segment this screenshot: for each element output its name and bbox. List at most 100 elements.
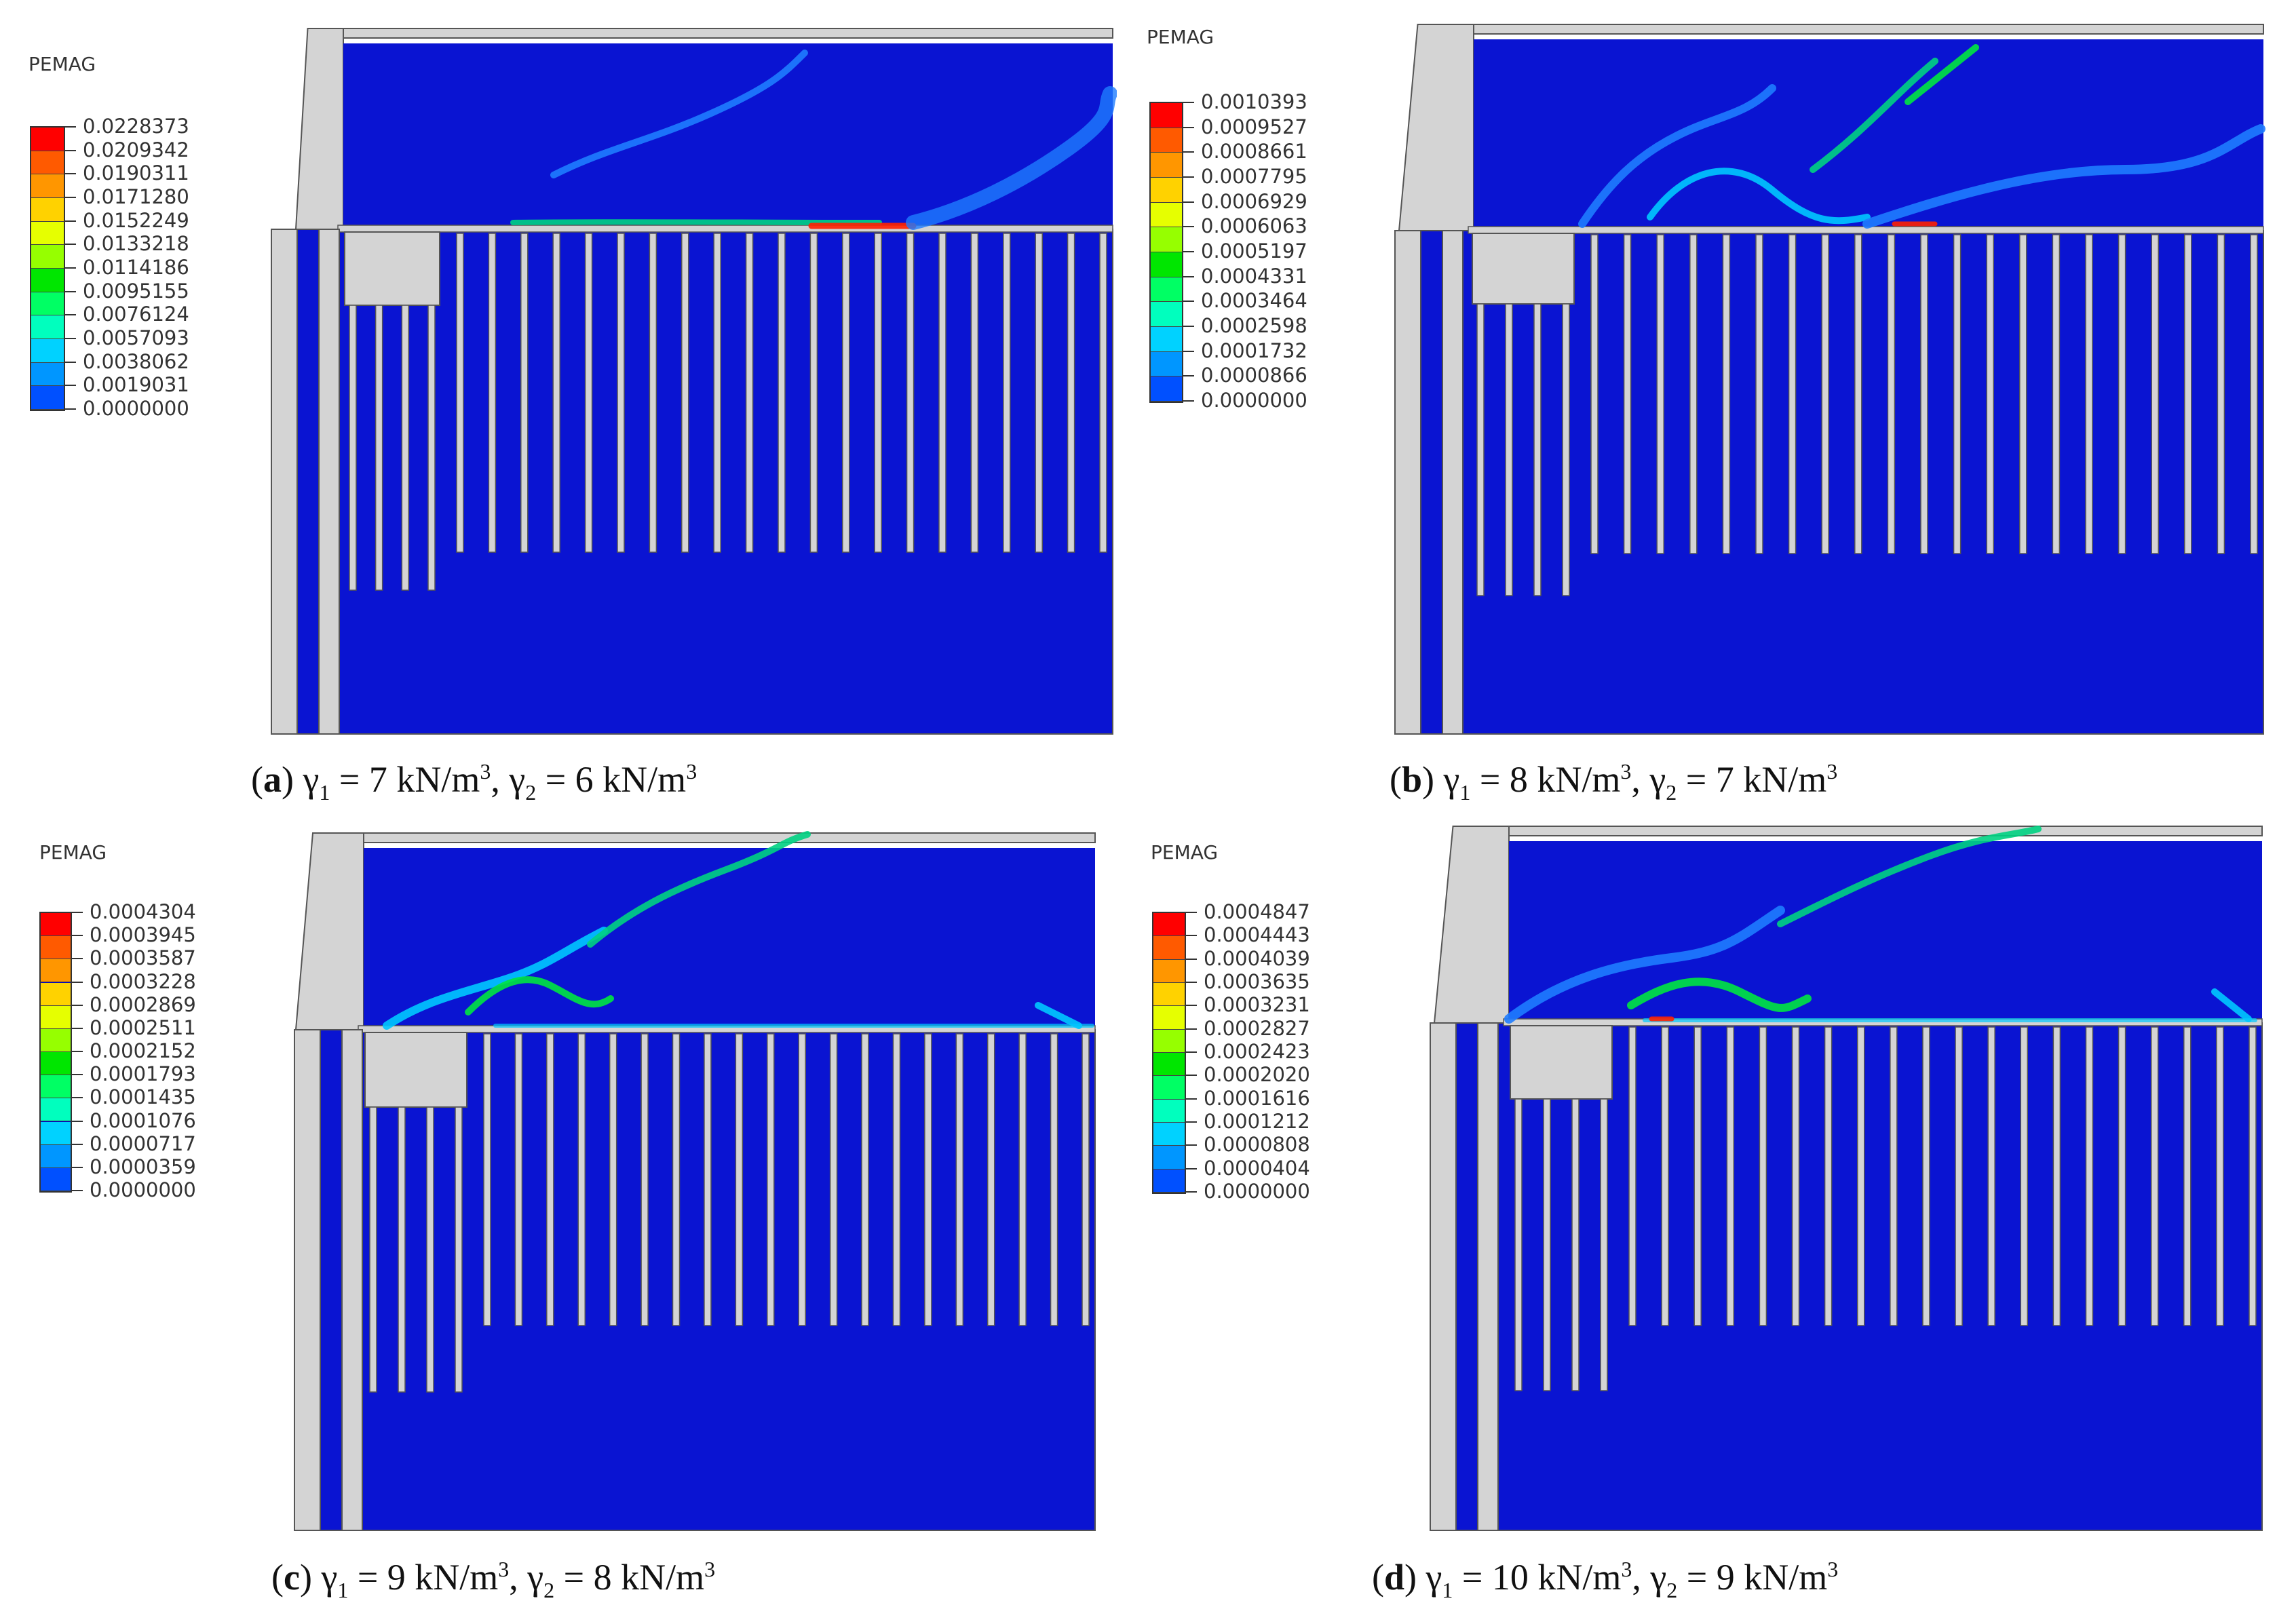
legend-tick (1182, 226, 1194, 228)
legend-value: 0.0004039 (1204, 946, 1310, 970)
pile-cap (344, 231, 440, 306)
legend-band (1153, 913, 1185, 937)
legend-band (31, 292, 64, 316)
legend-value: 0.0002511 (90, 1016, 196, 1039)
legend-tick (64, 173, 76, 175)
legend-tick (1185, 912, 1197, 913)
pile (2184, 234, 2192, 554)
legend-title-d: PEMAG (1151, 841, 1219, 864)
ground-slab (337, 225, 1113, 233)
legend-band (31, 315, 64, 339)
cap-pile (1514, 1098, 1523, 1391)
pile (1824, 1026, 1833, 1326)
legend-value: 0.0002869 (90, 992, 196, 1016)
legend-value: 0.0010393 (1201, 90, 1307, 113)
pile (970, 233, 979, 553)
legend-band (1153, 1146, 1185, 1169)
legend-tick (64, 408, 76, 410)
legend-colorbar-b (1149, 102, 1183, 403)
pile (2052, 1026, 2061, 1326)
legend-tick (1185, 982, 1197, 983)
pile (2151, 234, 2159, 554)
pile (987, 1033, 995, 1326)
legend-tick (1185, 1075, 1197, 1077)
legend-tick (1185, 1028, 1197, 1030)
legend-title-c: PEMAG (39, 841, 107, 864)
legend-tick (71, 935, 83, 937)
pile (1050, 1033, 1058, 1326)
pile (1722, 234, 1731, 554)
legend-band (41, 1052, 71, 1076)
legend-band (31, 151, 64, 175)
fem-model-a (271, 28, 1117, 735)
legend-band (41, 1167, 71, 1191)
legend-value: 0.0000866 (1201, 364, 1307, 387)
wall-pile (1477, 1022, 1499, 1531)
legend-tick (71, 981, 83, 983)
pile (798, 1033, 806, 1326)
cap-pile (1571, 1098, 1580, 1391)
pile (1590, 234, 1599, 554)
pile (483, 1033, 491, 1326)
legend-tick (1182, 176, 1194, 178)
pile (2118, 234, 2126, 554)
legend-band (1151, 277, 1182, 303)
legend-value: 0.0001732 (1201, 339, 1307, 362)
pile (456, 233, 464, 553)
legend-tick (71, 1027, 83, 1029)
pile (809, 233, 818, 553)
legend-tick (64, 290, 76, 292)
pile (2183, 1026, 2192, 1326)
cap-pile (455, 1106, 463, 1393)
plastic-zone (1647, 168, 1871, 225)
retaining-wall (294, 832, 364, 1030)
legend-band (41, 959, 71, 983)
pile (2118, 1026, 2126, 1326)
cap-pile (375, 305, 383, 591)
pile (1628, 1026, 1637, 1326)
legend-tick (64, 197, 76, 198)
legend-tick (1182, 375, 1194, 377)
fem-model-d (1430, 826, 2263, 1531)
legend-title-b: PEMAG (1147, 26, 1214, 48)
legend-band (41, 1028, 71, 1052)
pile (1726, 1026, 1735, 1326)
legend-tick (71, 958, 83, 960)
plastic-zone (1810, 58, 1938, 173)
cap-pile (1476, 303, 1485, 596)
fem-model-b (1394, 24, 2265, 735)
legend-value: 0.0133218 (83, 232, 189, 256)
pile (1018, 1033, 1027, 1326)
wall-pile (271, 229, 298, 735)
legend-value: 0.0038062 (83, 349, 189, 373)
upper-soil (1474, 39, 2263, 231)
legend-tick (71, 1120, 83, 1122)
legend-band (1153, 959, 1185, 983)
plastic-zone (587, 831, 811, 948)
pile (2020, 1026, 2029, 1326)
legend-value: 0.0004331 (1201, 264, 1307, 288)
pile (2085, 1026, 2094, 1326)
legend-value: 0.0190311 (83, 161, 189, 185)
pile (924, 1033, 932, 1326)
caption-c: (c) γ1 = 9 kN/m3, γ2 = 8 kN/m3 (271, 1557, 716, 1602)
pile (745, 233, 754, 553)
caption-a: (a) γ1 = 7 kN/m3, γ2 = 6 kN/m3 (251, 759, 697, 805)
legend-value: 0.0009527 (1201, 115, 1307, 138)
top-slab (1508, 826, 2263, 836)
top-slab (343, 28, 1113, 39)
pile (1003, 233, 1011, 553)
pile (1689, 234, 1698, 554)
legend-tick (71, 1190, 83, 1191)
legend-band (41, 1098, 71, 1122)
legend-tick (1182, 102, 1194, 103)
plastic-zone (1905, 44, 1979, 105)
pile (514, 1033, 523, 1326)
pile (1953, 234, 1962, 554)
legend-title-a: PEMAG (28, 53, 96, 75)
legend-value: 0.0002598 (1201, 314, 1307, 337)
legend-value: 0.0076124 (83, 303, 189, 326)
legend-band (31, 362, 64, 387)
plastic-zone (1504, 906, 1785, 1024)
pile (892, 1033, 901, 1326)
